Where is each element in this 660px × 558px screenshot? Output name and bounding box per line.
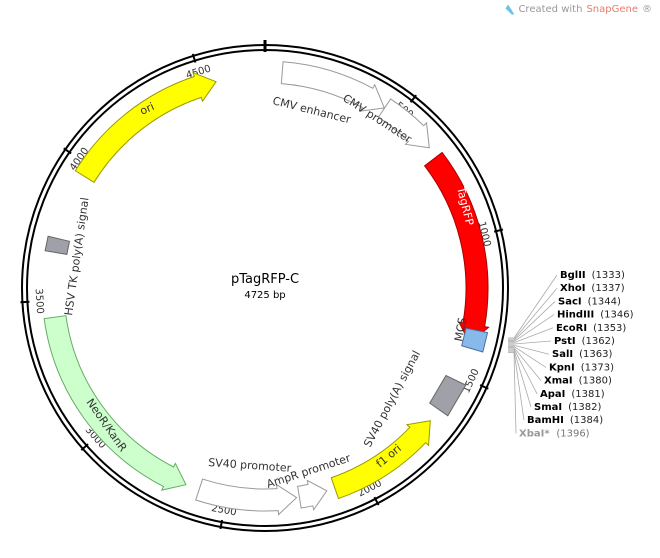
restriction-site-sali[interactable]: SalI (1363) (552, 349, 612, 360)
site-leader-line (513, 327, 554, 344)
site-leader-line (513, 351, 525, 421)
feature-label-sv40-promoter: SV40 promoter (208, 456, 292, 475)
site-position: (1362) (582, 336, 615, 347)
feature-label-ori: ori (138, 100, 156, 118)
site-name: SmaI (534, 402, 562, 413)
site-position: (1380) (579, 376, 612, 387)
site-position: (1396) (556, 428, 589, 439)
site-leader-line (513, 348, 538, 394)
site-leader-line (513, 340, 552, 345)
backbone-ring (21, 40, 509, 532)
tick-mark (80, 443, 89, 451)
site-position: (1363) (579, 349, 612, 360)
site-position: (1333) (592, 270, 625, 281)
site-position: (1337) (591, 283, 624, 294)
site-position: (1353) (593, 323, 626, 334)
site-leader-line (513, 274, 558, 339)
feature-label-hsv-tk-polya: HSV TK poly(A) signal (62, 197, 91, 317)
feature-cmv-enhancer[interactable] (280, 61, 386, 112)
site-position: (1373) (581, 362, 614, 373)
feature-cmv-promoter[interactable] (377, 98, 430, 149)
plasmid-size: 4725 bp (244, 290, 285, 301)
tick-label: 3500 (33, 288, 45, 314)
site-name: SacI (558, 296, 582, 307)
restriction-site-smai[interactable]: SmaI (1382) (534, 402, 601, 413)
restriction-site-ecori[interactable]: EcoRI (1353) (556, 323, 626, 334)
feature-label-cmv-enhancer: CMV enhancer (271, 94, 352, 126)
site-name: HindIII (557, 310, 594, 321)
tick-mark (191, 53, 197, 63)
site-name: PstI (554, 336, 576, 347)
feature-sv40-poly-a-signal[interactable] (429, 374, 467, 417)
site-position: (1381) (571, 389, 604, 400)
credit-prefix: Created with (518, 4, 583, 15)
site-leader-line (513, 314, 555, 342)
restriction-site-apai[interactable]: ApaI (1381) (540, 389, 605, 400)
feature-mcs[interactable] (461, 327, 489, 353)
site-name: BglII (560, 270, 586, 281)
tick-mark (219, 519, 224, 530)
tick-mark (20, 300, 30, 304)
restriction-site-saci[interactable]: SacI (1344) (558, 296, 621, 307)
restriction-site-xmai[interactable]: XmaI (1380) (544, 376, 612, 387)
tick-mark (409, 94, 417, 103)
tick-mark (373, 496, 380, 506)
snapgene-logo-icon (505, 4, 515, 15)
site-position: (1344) (588, 296, 621, 307)
site-leader-line (513, 301, 556, 341)
restriction-site-hindiii[interactable]: HindIII (1346) (557, 310, 634, 321)
tick-mark (63, 147, 72, 155)
site-position: (1382) (568, 402, 601, 413)
site-name: XhoI (560, 283, 585, 294)
restriction-site-bglii[interactable]: BglII (1333) (560, 270, 625, 281)
site-leader-line (513, 287, 558, 340)
site-name: SalI (552, 349, 573, 360)
tick-mark (493, 228, 504, 233)
restriction-site-bamhi[interactable]: BamHI (1384) (527, 415, 603, 426)
site-name: XmaI (544, 376, 573, 387)
site-name: XbaI* (519, 428, 550, 439)
restriction-site-psti[interactable]: PstI (1362) (554, 336, 615, 347)
plasmid-name: pTagRFP-C (231, 272, 299, 287)
site-leader-line (513, 347, 542, 381)
site-name: KpnI (549, 362, 575, 373)
site-leader-line (513, 349, 532, 408)
restriction-site-kpni[interactable]: KpnI (1373) (549, 362, 614, 373)
site-name: BamHI (527, 415, 564, 426)
feature-ori[interactable] (74, 71, 217, 184)
feature-sv40-promoter[interactable] (195, 478, 298, 516)
feature-neor-kanr[interactable] (43, 315, 187, 491)
credit-suffix: ® (642, 4, 652, 15)
site-position: (1346) (600, 310, 633, 321)
credit-brand: SnapGene (586, 4, 638, 15)
site-name: ApaI (540, 389, 565, 400)
site-leader-line (513, 346, 547, 368)
feature-ampr-promoter[interactable] (297, 479, 328, 511)
restriction-site-xbai[interactable]: XbaI* (1396) (519, 428, 590, 439)
snapgene-credit: Created with SnapGene ® (505, 4, 652, 15)
restriction-site-xhoi[interactable]: XhoI (1337) (560, 283, 625, 294)
site-leader-line (513, 344, 550, 355)
feature-tagrfp[interactable] (423, 151, 490, 345)
feature-hsv-tk-poly-a-signal[interactable] (44, 235, 71, 255)
feature-label-mcs: MCS (452, 316, 469, 342)
site-name: EcoRI (556, 323, 587, 334)
tick-mark (479, 384, 489, 390)
site-position: (1384) (570, 415, 603, 426)
feature-f1-ori[interactable] (330, 420, 431, 500)
site-leader-line (513, 352, 517, 434)
